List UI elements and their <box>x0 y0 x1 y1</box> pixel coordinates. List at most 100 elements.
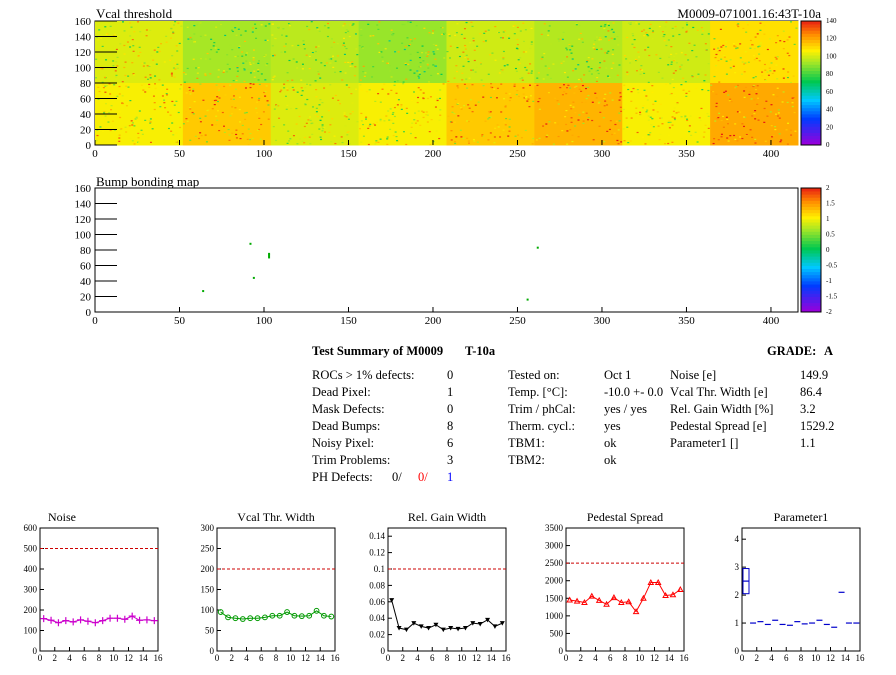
pixel-speckle <box>473 140 476 142</box>
pixel-speckle <box>301 140 304 142</box>
pixel-speckle <box>479 33 482 35</box>
pixel-speckle <box>611 53 614 55</box>
pixel-speckle <box>680 64 683 66</box>
palette-band <box>801 48 821 53</box>
pixel-speckle <box>416 101 419 104</box>
pixel-speckle <box>99 126 102 128</box>
pixel-speckle <box>538 137 541 139</box>
pixel-speckle <box>288 140 291 142</box>
small-chart-3: Pedestal Spread0500100015002000250030003… <box>545 510 689 663</box>
palette-band <box>801 305 821 310</box>
pixel-speckle <box>374 100 377 103</box>
pixel-speckle <box>500 111 503 113</box>
pixel-speckle <box>107 121 110 123</box>
palette-label: 40 <box>826 106 834 114</box>
pixel-speckle <box>215 115 218 117</box>
pixel-speckle <box>429 143 432 146</box>
pixel-speckle <box>704 124 707 126</box>
data-point <box>121 615 129 623</box>
data-point <box>566 596 574 603</box>
pixel-speckle <box>513 83 516 85</box>
palette-band <box>801 246 821 251</box>
pixel-speckle <box>671 116 674 118</box>
palette-band <box>801 265 821 269</box>
x-tick-label: 4 <box>769 653 774 663</box>
pixel-speckle <box>124 74 127 77</box>
pixel-speckle <box>453 112 456 115</box>
pixel-speckle <box>574 68 577 70</box>
pixel-speckle <box>275 139 278 142</box>
y-tick-label: 0 <box>210 646 215 656</box>
pixel-speckle <box>99 67 102 70</box>
pixel-speckle <box>409 69 412 71</box>
pixel-speckle <box>667 64 670 66</box>
pixel-speckle <box>407 63 410 65</box>
pixel-speckle <box>575 85 578 87</box>
pixel-speckle <box>505 92 508 94</box>
pixel-speckle <box>175 141 178 143</box>
pixel-speckle <box>791 105 794 108</box>
x-tick-label: 8 <box>799 653 804 663</box>
pixel-speckle <box>358 45 361 47</box>
pixel-speckle <box>379 101 382 103</box>
pixel-speckle <box>257 62 260 64</box>
pixel-speckle <box>766 71 769 73</box>
pixel-speckle <box>362 123 365 126</box>
pixel-speckle <box>467 104 470 106</box>
pixel-speckle <box>243 112 246 114</box>
x-tick-label: 0 <box>386 653 391 663</box>
pixel-speckle <box>321 102 324 104</box>
palette-band <box>801 73 821 78</box>
pixel-speckle <box>717 47 720 49</box>
pixel-speckle <box>565 47 568 49</box>
pixel-speckle <box>672 86 675 89</box>
pixel-speckle <box>622 37 625 40</box>
ph-defects-value-2: 1 <box>447 470 454 484</box>
data-point <box>69 618 77 626</box>
pixel-speckle <box>426 97 429 100</box>
x-tick-label: 2 <box>230 653 235 663</box>
pixel-speckle <box>580 90 583 92</box>
pixel-speckle <box>566 49 569 51</box>
pixel-speckle <box>288 25 291 27</box>
col2-value-4: ok <box>604 436 617 450</box>
pixel-speckle <box>684 54 687 56</box>
y-tick-label: 500 <box>24 544 38 554</box>
pixel-speckle <box>163 102 166 104</box>
pixel-speckle <box>516 43 519 46</box>
pixel-speckle <box>561 38 564 40</box>
pixel-speckle <box>782 30 785 32</box>
pixel-speckle <box>137 132 140 135</box>
pixel-speckle <box>199 35 202 37</box>
pixel-speckle <box>311 122 314 124</box>
col3-label-3: Pedestal Spread [e] <box>670 419 767 433</box>
pixel-speckle <box>251 31 254 33</box>
pixel-speckle <box>145 29 148 31</box>
pixel-speckle <box>339 103 342 105</box>
data-point <box>77 616 85 624</box>
pixel-speckle <box>241 133 244 135</box>
pixel-speckle <box>524 97 527 99</box>
x-tick-label: 12 <box>826 653 835 663</box>
pixel-speckle <box>612 22 615 24</box>
pixel-speckle <box>184 73 187 75</box>
pixel-speckle <box>724 90 727 92</box>
x-tick-label: 12 <box>301 653 310 663</box>
pixel-speckle <box>361 46 364 48</box>
pixel-speckle <box>658 25 661 28</box>
pixel-speckle <box>235 79 238 82</box>
pixel-speckle <box>439 114 442 116</box>
pixel-speckle <box>737 23 740 25</box>
pixel-speckle <box>775 58 778 60</box>
series-line <box>220 610 332 620</box>
pixel-speckle <box>244 40 247 42</box>
pixel-speckle <box>295 123 298 125</box>
pixel-speckle <box>330 38 333 40</box>
pixel-speckle <box>525 51 528 53</box>
palette-band <box>801 58 821 62</box>
pixel-speckle <box>684 81 687 83</box>
pixel-speckle <box>480 79 483 81</box>
pixel-speckle <box>425 114 428 116</box>
pixel-speckle <box>480 135 483 137</box>
pixel-speckle <box>326 35 329 38</box>
